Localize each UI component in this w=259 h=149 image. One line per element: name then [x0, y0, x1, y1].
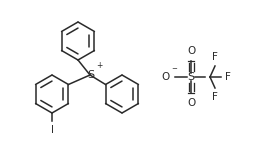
Text: O: O: [162, 72, 170, 82]
Text: +: +: [96, 61, 102, 70]
Text: F: F: [225, 72, 231, 82]
Text: I: I: [51, 125, 54, 135]
Text: O: O: [187, 98, 195, 108]
Text: F: F: [212, 92, 218, 102]
Text: S: S: [188, 72, 195, 82]
Text: F: F: [212, 52, 218, 62]
Text: S: S: [88, 70, 95, 80]
Text: O: O: [187, 46, 195, 56]
Text: −: −: [171, 66, 177, 72]
